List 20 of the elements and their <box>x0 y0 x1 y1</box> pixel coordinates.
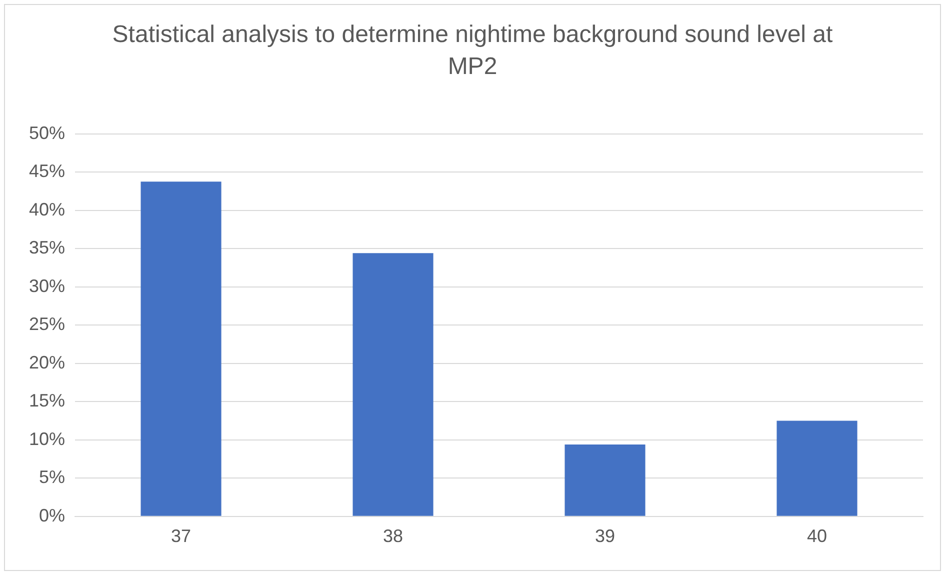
y-tick-label: 40% <box>28 199 66 220</box>
bar <box>564 444 646 516</box>
x-tick-label: 39 <box>594 526 616 546</box>
bar <box>140 182 222 516</box>
y-tick-label: 15% <box>28 390 66 411</box>
y-tick-label: 25% <box>28 314 66 334</box>
y-tick-label: 50% <box>28 122 66 143</box>
y-tick-label: 45% <box>28 161 66 182</box>
bar <box>352 253 434 516</box>
y-tick-label: 30% <box>28 276 66 296</box>
y-tick-label: 5% <box>39 467 66 488</box>
bar <box>776 420 858 516</box>
x-tick-label: 40 <box>806 526 828 546</box>
y-tick-label: 20% <box>28 352 66 372</box>
x-tick-label: 37 <box>171 526 192 546</box>
chart-title: Statistical analysis to determine nightime background sound level at MP2 <box>111 20 834 82</box>
y-tick-label: 10% <box>28 428 66 449</box>
x-tick-label: 38 <box>383 526 404 546</box>
y-tick-label: 35% <box>28 238 66 258</box>
y-tick-label: 0% <box>39 505 66 526</box>
